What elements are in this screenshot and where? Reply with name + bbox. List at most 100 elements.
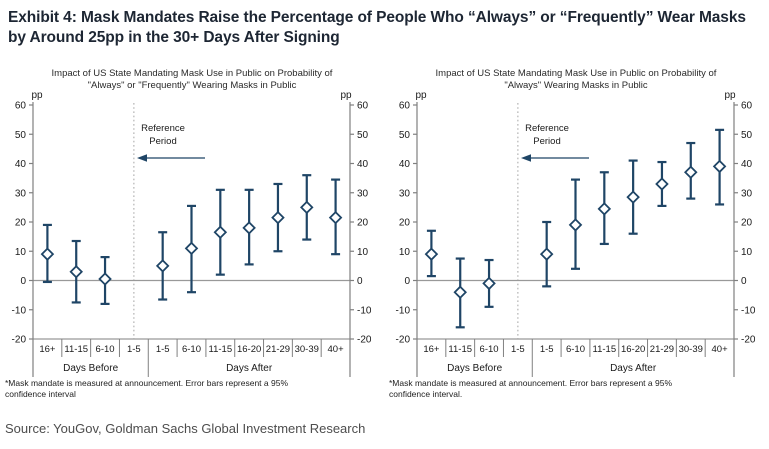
y-tick-label-left: -10 — [12, 305, 27, 316]
reference-arrow-head — [521, 154, 531, 162]
diamond-marker — [453, 285, 468, 299]
reference-period-label: Reference — [141, 123, 185, 134]
y-tick-label-right: 0 — [357, 276, 363, 287]
diamond-marker — [568, 218, 583, 232]
reference-period-label: Period — [149, 136, 176, 147]
diamond-marker — [271, 210, 285, 225]
y-tick-label-left: 30 — [15, 188, 27, 199]
category-label: 11-15 — [448, 344, 472, 355]
y-tick-label-right: 40 — [741, 159, 753, 170]
category-label: 30-39 — [679, 344, 703, 355]
y-tick-label-left: 20 — [399, 218, 411, 229]
category-label: 40+ — [328, 344, 345, 355]
group-label: Days Before — [447, 363, 502, 374]
group-label: Days After — [226, 363, 273, 374]
y-tick-label-left: 50 — [399, 130, 411, 141]
reference-arrow-head — [137, 154, 147, 162]
y-tick-label-left: 40 — [399, 159, 411, 170]
exhibit-title: Exhibit 4: Mask Mandates Raise the Perce… — [8, 9, 746, 47]
y-tick-label-right: 50 — [741, 130, 753, 141]
y-tick-label-left: 10 — [399, 247, 411, 258]
y-tick-label-left: 50 — [15, 130, 27, 141]
right-panel-footnote: *Mask mandate is measured at announcemen… — [389, 378, 673, 400]
y-tick-label-right: 30 — [357, 188, 369, 199]
group-label: Days Before — [63, 363, 118, 374]
y-tick-label-left: 0 — [20, 276, 26, 287]
y-tick-label-right: 60 — [741, 101, 753, 112]
right-chart-canvas: 60 60 50 50 40 40 30 30 20 20 10 10 0 0 -10 -10 -20 -20 pp… — [396, 90, 756, 377]
y-tick-label-left: -10 — [396, 305, 411, 316]
y-tick-label-left: 40 — [15, 159, 27, 170]
category-label: 16-20 — [237, 344, 261, 355]
category-label: 21-29 — [266, 344, 290, 355]
diamond-marker — [98, 272, 112, 286]
diamond-marker — [539, 247, 554, 261]
y-axis-unit-left: pp — [31, 90, 43, 101]
diamond-marker — [155, 259, 170, 273]
y-tick-label-right: -10 — [357, 305, 372, 316]
source-line: Source: YouGov, Goldman Sachs Global Inv… — [5, 421, 366, 436]
y-tick-label-left: 0 — [404, 276, 410, 287]
y-tick-label-left: 60 — [399, 101, 411, 112]
category-label: 21-29 — [650, 344, 674, 355]
y-tick-label-right: 40 — [357, 159, 369, 170]
y-tick-label-left: 20 — [15, 218, 27, 229]
y-tick-label-left: 60 — [15, 101, 27, 112]
diamond-marker — [712, 159, 727, 174]
left-panel-subtitle: Impact of US State Mandating Mask Use in… — [51, 68, 333, 91]
diamond-marker — [597, 202, 612, 216]
reference-period-label: Period — [533, 136, 560, 147]
category-label: 16-20 — [621, 344, 645, 355]
category-label: 1-5 — [511, 344, 525, 355]
category-label: 16+ — [39, 344, 56, 355]
y-tick-label-right: -20 — [741, 335, 756, 346]
left-panel-footnote: *Mask mandate is measured at announcemen… — [5, 378, 289, 400]
category-label: 6-10 — [96, 344, 115, 355]
diamond-marker — [482, 276, 496, 291]
diamond-marker — [655, 177, 669, 191]
category-label: 16+ — [423, 344, 440, 355]
y-tick-label-left: -20 — [12, 335, 27, 346]
y-tick-label-right: 20 — [357, 218, 369, 229]
chart-panel-left: Impact of US State Mandating Mask Use in… — [0, 66, 385, 399]
y-tick-label-left: 10 — [15, 247, 27, 258]
y-tick-label-right: 20 — [741, 218, 753, 229]
diamond-marker — [184, 241, 199, 256]
y-axis-unit-left: pp — [415, 90, 427, 101]
y-axis-unit-right: pp — [340, 90, 352, 101]
diamond-marker — [40, 247, 55, 261]
category-label: 1-5 — [156, 344, 170, 355]
group-label: Days After — [610, 363, 657, 374]
left-chart-canvas: 60 60 50 50 40 40 30 30 20 20 10 10 0 0 -10 -10 -20 -20 pp… — [12, 90, 372, 377]
diamond-marker — [213, 225, 228, 240]
y-axis-unit-right: pp — [724, 90, 736, 101]
diamond-marker — [299, 200, 314, 215]
category-label: 6-10 — [480, 344, 499, 355]
category-label: 1-5 — [127, 344, 141, 355]
diamond-marker — [69, 264, 84, 279]
diamond-marker — [328, 210, 343, 225]
diamond-marker — [242, 221, 256, 235]
category-label: 6-10 — [182, 344, 201, 355]
y-tick-label-right: 10 — [357, 247, 369, 258]
y-tick-label-right: -20 — [357, 335, 372, 346]
category-label: 40+ — [712, 344, 729, 355]
y-tick-label-right: 60 — [357, 101, 369, 112]
category-label: 6-10 — [566, 344, 585, 355]
y-tick-label-right: 0 — [741, 276, 747, 287]
diamond-marker — [626, 190, 640, 204]
category-label: 30-39 — [295, 344, 319, 355]
y-tick-label-right: 50 — [357, 130, 369, 141]
category-label: 11-15 — [64, 344, 88, 355]
y-tick-label-right: 10 — [741, 247, 753, 258]
category-label: 1-5 — [540, 344, 554, 355]
diamond-marker — [424, 247, 439, 261]
reference-period-label: Reference — [525, 123, 569, 134]
chart-panel-right: Impact of US State Mandating Mask Use in… — [384, 66, 769, 399]
category-label: 11-15 — [593, 344, 617, 355]
y-tick-label-left: 30 — [399, 188, 411, 199]
y-tick-label-right: 30 — [741, 188, 753, 199]
y-tick-label-right: -10 — [741, 305, 756, 316]
category-label: 11-15 — [209, 344, 233, 355]
